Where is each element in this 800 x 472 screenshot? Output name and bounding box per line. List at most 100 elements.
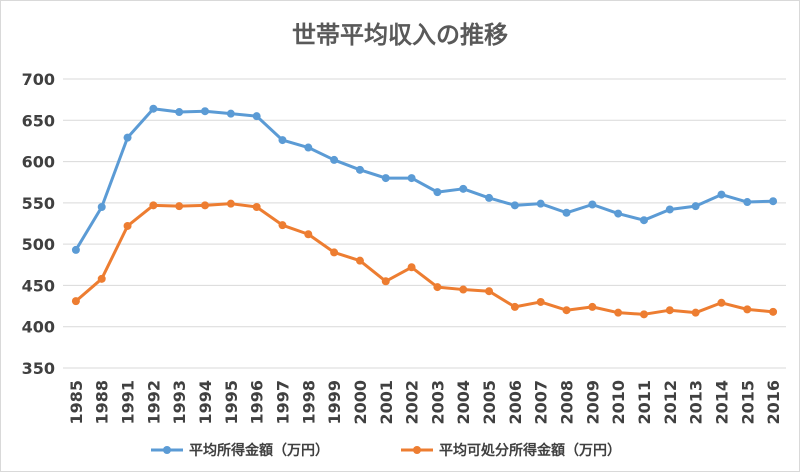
data-point xyxy=(614,209,623,218)
data-point xyxy=(278,221,287,230)
data-point xyxy=(304,143,313,152)
series-line xyxy=(74,202,774,316)
x-tick-label: 2010 xyxy=(609,380,628,425)
data-point xyxy=(123,133,132,142)
y-tick-label: 550 xyxy=(22,194,55,213)
legend-item: 平均所得金額（万円） xyxy=(151,442,329,459)
legend-label: 平均可処分所得金額（万円） xyxy=(439,442,621,459)
data-point xyxy=(330,155,339,164)
y-tick-label: 600 xyxy=(22,153,55,172)
data-point xyxy=(769,197,778,206)
data-point xyxy=(201,107,210,116)
data-point xyxy=(330,248,339,257)
data-point xyxy=(71,297,80,306)
data-point xyxy=(717,298,726,307)
data-point xyxy=(175,108,184,117)
x-tick-label: 2000 xyxy=(351,380,370,425)
data-point xyxy=(381,277,390,286)
x-tick-label: 2006 xyxy=(506,380,525,425)
x-tick-label: 2008 xyxy=(558,380,577,425)
data-point xyxy=(407,174,416,183)
data-point xyxy=(536,199,545,208)
data-point xyxy=(407,263,416,272)
data-point xyxy=(614,308,623,317)
data-point xyxy=(226,199,235,208)
chart-title: 世帯平均収入の推移 xyxy=(292,21,508,49)
data-point xyxy=(97,202,106,211)
series-1 xyxy=(71,104,778,254)
data-point xyxy=(175,202,184,211)
series-layer xyxy=(71,104,778,319)
data-point xyxy=(743,198,752,207)
data-point xyxy=(485,287,494,296)
x-tick-label: 2003 xyxy=(428,380,447,425)
data-point xyxy=(459,285,468,294)
data-point xyxy=(201,201,210,210)
data-point xyxy=(71,245,80,254)
data-point xyxy=(252,202,261,211)
x-tick-label: 2015 xyxy=(738,380,757,425)
data-point xyxy=(433,188,442,197)
y-tick-label: 650 xyxy=(22,111,55,130)
data-point xyxy=(769,307,778,316)
data-point xyxy=(588,302,597,311)
x-tick-label: 1988 xyxy=(93,380,112,425)
series-line xyxy=(74,107,774,251)
data-point xyxy=(149,104,158,113)
legend-item: 平均可処分所得金額（万円） xyxy=(401,442,621,459)
data-point xyxy=(97,274,106,283)
x-tick-label: 1998 xyxy=(299,380,318,425)
data-point xyxy=(665,306,674,315)
data-point xyxy=(691,308,700,317)
x-tick-label: 1995 xyxy=(222,380,241,425)
data-point xyxy=(743,305,752,314)
data-point xyxy=(355,165,364,174)
gridlines xyxy=(63,78,786,369)
data-point xyxy=(123,221,132,230)
x-tick-label: 2002 xyxy=(403,380,422,425)
data-point xyxy=(665,205,674,214)
x-tick-label: 1991 xyxy=(119,380,138,425)
x-tick-label: 2013 xyxy=(687,380,706,425)
x-tick-label: 2009 xyxy=(583,380,602,425)
data-point xyxy=(381,174,390,183)
data-point xyxy=(252,112,261,121)
y-tick-label: 450 xyxy=(22,276,55,295)
data-point xyxy=(562,306,571,315)
x-tick-label: 1993 xyxy=(170,380,189,425)
x-tick-label: 2001 xyxy=(377,380,396,425)
x-tick-label: 1994 xyxy=(196,380,215,425)
legend-swatch-marker xyxy=(163,446,171,454)
legend: 平均所得金額（万円） 平均可処分所得金額（万円） xyxy=(151,442,621,459)
data-point xyxy=(278,136,287,145)
data-point xyxy=(510,302,519,311)
data-point xyxy=(459,184,468,193)
y-tick-label: 350 xyxy=(22,359,55,378)
data-point xyxy=(717,190,726,199)
x-tick-label: 2016 xyxy=(764,380,783,425)
series-2 xyxy=(71,199,778,319)
data-point xyxy=(588,200,597,209)
x-tick-label: 1992 xyxy=(144,380,163,425)
data-point xyxy=(691,202,700,211)
y-tick-label: 700 xyxy=(22,70,55,89)
data-point xyxy=(485,193,494,202)
data-point xyxy=(536,297,545,306)
legend-swatch-marker xyxy=(413,446,421,454)
data-point xyxy=(304,230,313,239)
data-point xyxy=(639,216,648,225)
x-tick-label: 2014 xyxy=(712,380,731,425)
x-tick-label: 1999 xyxy=(325,380,344,425)
x-tick-label: 2011 xyxy=(635,380,654,425)
x-tick-label: 2012 xyxy=(661,380,680,425)
data-point xyxy=(149,201,158,210)
data-point xyxy=(639,310,648,319)
x-tick-label: 1997 xyxy=(273,380,292,425)
x-tick-label: 2005 xyxy=(480,380,499,425)
x-tick-label: 2004 xyxy=(454,380,473,425)
y-tick-label: 500 xyxy=(22,235,55,254)
data-point xyxy=(433,283,442,292)
data-point xyxy=(562,208,571,217)
